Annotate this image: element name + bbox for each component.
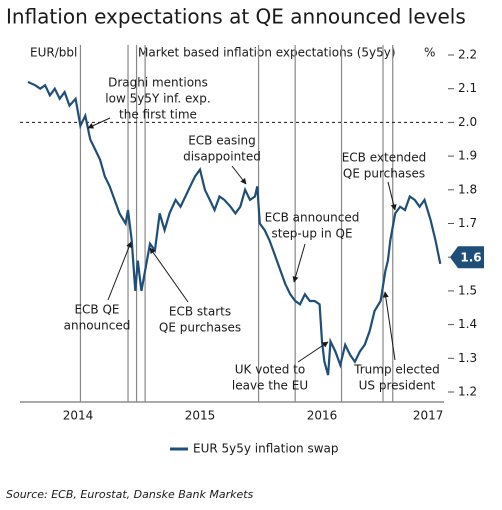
y-tick-label: 1.7	[458, 216, 477, 230]
line	[27, 80, 442, 376]
annotation-arrow	[231, 165, 247, 185]
y-tick-label: 1.3	[458, 351, 477, 365]
source: Source: ECB, Eurostat, Danske Bank Marke…	[6, 488, 254, 501]
callout-box	[450, 246, 484, 269]
y-tick-label: 2.2	[458, 48, 477, 62]
annotation-arrow	[387, 181, 397, 211]
top-label: Market based inflation expectations (5y5…	[138, 46, 396, 60]
annotation: the first time	[119, 108, 197, 122]
annotation: announced	[64, 319, 131, 333]
x-tick-label: 2015	[185, 409, 216, 423]
annotation-arrow	[87, 117, 111, 129]
left-label: EUR/bbl	[30, 46, 77, 60]
annotation: QE purchases	[159, 321, 241, 335]
annotation: US president	[359, 379, 436, 393]
annotation: low 5y5Y inf. exp.	[105, 92, 210, 106]
annotation: Draghi mentions	[108, 76, 208, 90]
annotation: ECB QE	[74, 303, 119, 317]
x-tick-label: 2017	[413, 409, 444, 423]
annotation: ECB easing	[188, 134, 256, 148]
annotation: disappointed	[183, 150, 261, 164]
y-tick-label: 2.1	[458, 81, 477, 95]
callout-label: 1.6	[460, 251, 481, 265]
legend-label: EUR 5y5y inflation swap	[193, 442, 339, 456]
annotation: QE purchases	[343, 167, 425, 181]
y-tick-label: 1.8	[458, 182, 477, 196]
y-tick-label: 2.0	[458, 115, 477, 129]
x-tick-label: 2014	[63, 409, 94, 423]
chart-title: Inflation expectations at QE announced l…	[6, 5, 466, 29]
annotation-arrow	[149, 247, 189, 303]
unit-label: %	[424, 46, 435, 60]
y-tick-label: 1.4	[458, 317, 477, 331]
annotation: ECB extended	[342, 151, 427, 165]
annotation-arrow	[297, 341, 329, 363]
x-tick-label: 2016	[307, 409, 338, 423]
annotation: step-up in QE	[271, 227, 352, 241]
annotation-arrow	[292, 243, 306, 283]
annotation-arrow	[107, 241, 132, 301]
y-tick-label: 1.9	[458, 149, 477, 163]
annotation-arrow	[382, 291, 396, 361]
annotation: Trump elected	[353, 363, 440, 377]
y-tick-label: 1.2	[458, 385, 477, 399]
y-tick-label: 1.5	[458, 283, 477, 297]
annotation: ECB starts	[169, 305, 231, 319]
annotation: leave the EU	[232, 379, 308, 393]
annotation: UK voted to	[235, 363, 305, 377]
annotation: ECB announced	[265, 211, 360, 225]
